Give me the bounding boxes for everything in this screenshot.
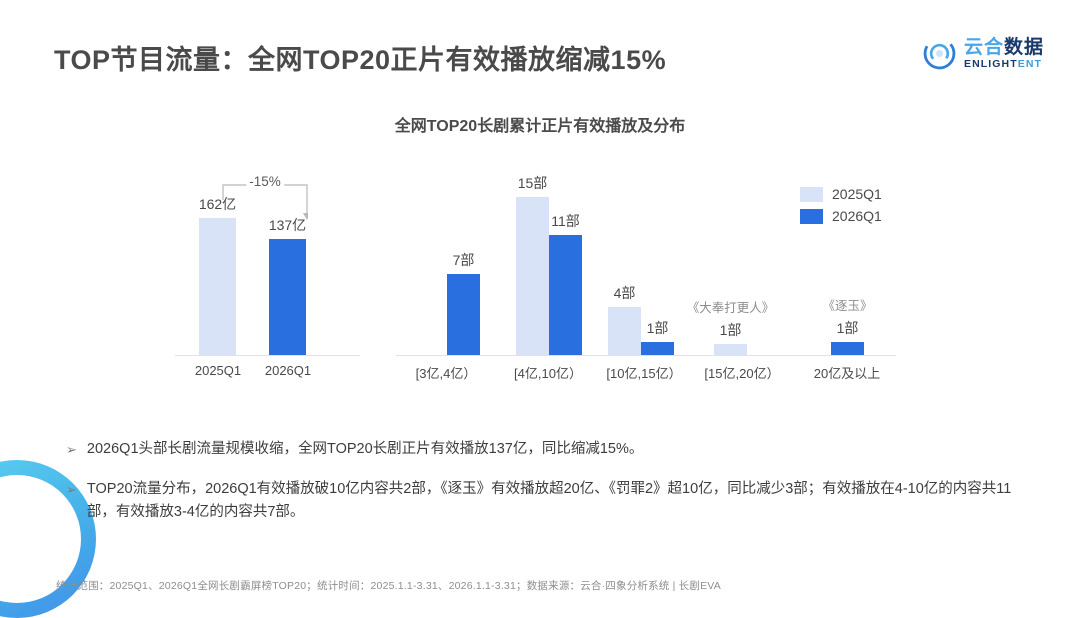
legend-swatch-2025q1 [800, 186, 823, 202]
bullet-item: ➢ 2026Q1头部长剧流量规模收缩，全网TOP20长剧正片有效播放137亿，同… [66, 438, 1031, 461]
logo-english: ENLIGHTENT [964, 59, 1044, 70]
bar-value-label: 4部 [613, 285, 636, 301]
bar-fill: 15部 [516, 175, 549, 355]
bar-2025q1-g4: 1部 《大奉打更人》 [687, 185, 774, 355]
bullet-item: ➢ TOP20流量分布，2026Q1有效播放破10亿内容共2部，《逐玉》有效播放… [66, 478, 1031, 524]
cat-label-g1: [3亿,4亿） [415, 366, 477, 381]
chart-title: 全网TOP20长剧累计正片有效播放及分布 [394, 118, 686, 135]
bar-value-label: 137亿 [268, 217, 307, 233]
legend-swatch-2026q1 [800, 208, 823, 224]
left-panel-axis [175, 355, 360, 356]
bar-value-label: 162亿 [198, 196, 237, 212]
bar-2025q1-g3: 4部 [608, 185, 641, 355]
annotation-value: -15% [246, 174, 284, 189]
bullet-marker-icon: ➢ [66, 442, 77, 457]
bar-fill: 4部 [608, 285, 641, 355]
cat-label-2025q1: 2025Q1 [194, 363, 242, 378]
logo-cn-part2: 数据 [1003, 36, 1044, 58]
cat-label-g3: [10亿,15亿） [606, 366, 682, 381]
page-title: TOP节目流量：全网TOP20正片有效播放缩减15% [54, 45, 667, 75]
legend-label-2026q1: 2026Q1 [832, 208, 882, 224]
bar-note-label: 《逐玉》 [822, 299, 873, 313]
bar-2026q1-g1: 7部 [447, 185, 480, 355]
bar-2025q1-g2: 15部 [516, 175, 549, 355]
bar-value-label: 11部 [551, 213, 580, 229]
bar-2026q1-g3: 1部 [641, 185, 674, 355]
bar-value-label: 1部 [646, 320, 669, 336]
cat-label-2026q1: 2026Q1 [264, 363, 312, 378]
bar-fill: 1部 《逐玉》 [822, 299, 873, 355]
logo-cn-part1: 云合 [963, 36, 1004, 58]
bar-value-label: 1部 [719, 322, 742, 338]
logo-en-part1: ENLIGHT [963, 57, 1018, 70]
bar-value-label: 1部 [836, 320, 859, 336]
bar-2026q1-total: 137亿 [269, 185, 306, 355]
cat-label-g4: [15亿,20亿） [704, 366, 780, 381]
chart-area: 162亿 137亿 -15% 2025Q1 2026Q1 7部 [3亿,4亿） [0, 150, 1080, 390]
logo-en-part2: ENT [1017, 57, 1043, 70]
bullet-text: 2026Q1头部长剧流量规模收缩，全网TOP20长剧正片有效播放137亿，同比缩… [86, 441, 644, 457]
logo-chinese: 云合数据 [964, 38, 1044, 57]
enlightent-swirl-icon [923, 37, 956, 70]
bar-fill: 1部 《大奉打更人》 [687, 301, 774, 355]
bar-fill: 11部 [549, 213, 582, 355]
cat-label-g2: [4亿,10亿） [514, 366, 582, 381]
source-footnote: 统计范围：2025Q1、2026Q1全网长剧霸屏榜TOP20；统计时间：2025… [56, 580, 721, 592]
bar-note-label: 《大奉打更人》 [686, 301, 775, 315]
bar-2025q1-total: 162亿 [199, 185, 236, 355]
brand-logo: 云合数据 ENLIGHTENT [922, 36, 1044, 71]
bar-fill: 162亿 [199, 196, 236, 355]
bar-fill: 7部 [447, 252, 480, 355]
chart-legend: 2025Q1 2026Q1 [800, 186, 882, 230]
decline-annotation: -15% [222, 174, 311, 222]
bar-value-label: 7部 [452, 252, 475, 268]
bar-fill: 137亿 [269, 217, 306, 355]
legend-item-2026q1[interactable]: 2026Q1 [800, 208, 882, 224]
bar-fill: 1部 [641, 320, 674, 355]
legend-label-2025q1: 2025Q1 [832, 186, 882, 202]
bar-2026q1-g5: 1部 《逐玉》 [822, 185, 873, 355]
legend-item-2025q1[interactable]: 2025Q1 [800, 186, 882, 202]
logo-wordmark: 云合数据 ENLIGHTENT [964, 38, 1044, 70]
bar-value-label: 15部 [517, 175, 548, 191]
bullet-text: TOP20流量分布，2026Q1有效播放破10亿内容共2部，《逐玉》有效播放超2… [86, 481, 1012, 520]
insight-bullets: ➢ 2026Q1头部长剧流量规模收缩，全网TOP20长剧正片有效播放137亿，同… [66, 438, 1031, 541]
bar-2026q1-g2: 11部 [549, 185, 582, 355]
bullet-marker-icon: ➢ [66, 482, 77, 497]
cat-label-g5: 20亿及以上 [813, 366, 881, 381]
right-panel-axis [396, 355, 896, 356]
